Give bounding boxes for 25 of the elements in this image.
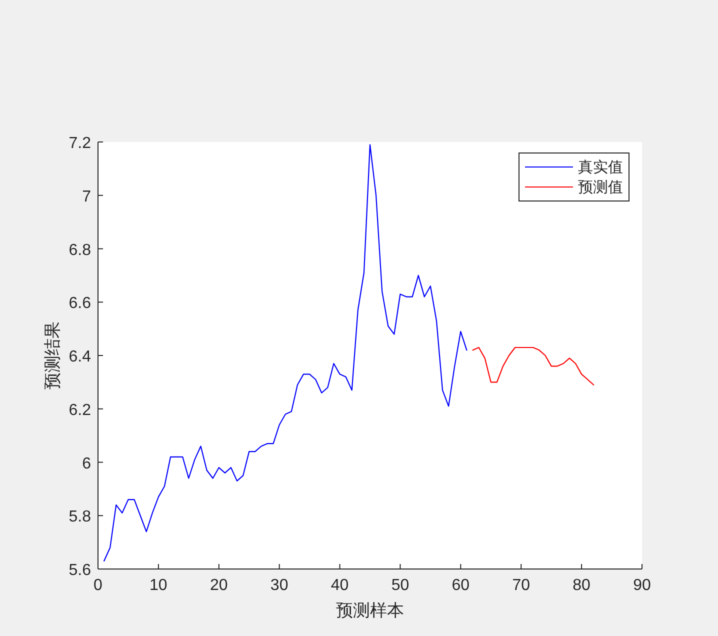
y-axis-title: 预测结果 — [43, 322, 62, 390]
y-tick-label: 6 — [82, 455, 92, 472]
x-tick-label: 10 — [150, 577, 168, 594]
legend-label: 真实值 — [578, 159, 623, 176]
x-tick-label: 40 — [330, 577, 349, 594]
x-tick-label: 20 — [210, 577, 228, 594]
y-tick-label: 5.8 — [68, 508, 92, 526]
y-tick-label: 6.6 — [68, 295, 92, 312]
line-series — [103, 144, 468, 562]
x-tick-label: 60 — [452, 577, 470, 594]
line-series — [472, 346, 594, 386]
x-tick-label: 80 — [572, 577, 591, 594]
y-tick-label: 6.2 — [68, 402, 92, 419]
legend-label: 预测值 — [578, 179, 623, 196]
x-tick-label: 50 — [391, 577, 410, 594]
y-tick-label: 7.2 — [68, 135, 92, 152]
x-tick-label: 30 — [270, 577, 288, 594]
x-tick-label: 90 — [633, 577, 651, 594]
y-tick-label: 6.4 — [68, 348, 92, 366]
y-tick-label: 7 — [82, 188, 92, 206]
y-tick-label: 5.6 — [68, 562, 92, 579]
x-tick-label: 0 — [94, 577, 103, 594]
x-axis-title: 预测样本 — [336, 601, 404, 620]
x-tick-label: 70 — [512, 577, 530, 594]
y-tick-label: 6.8 — [68, 242, 92, 259]
